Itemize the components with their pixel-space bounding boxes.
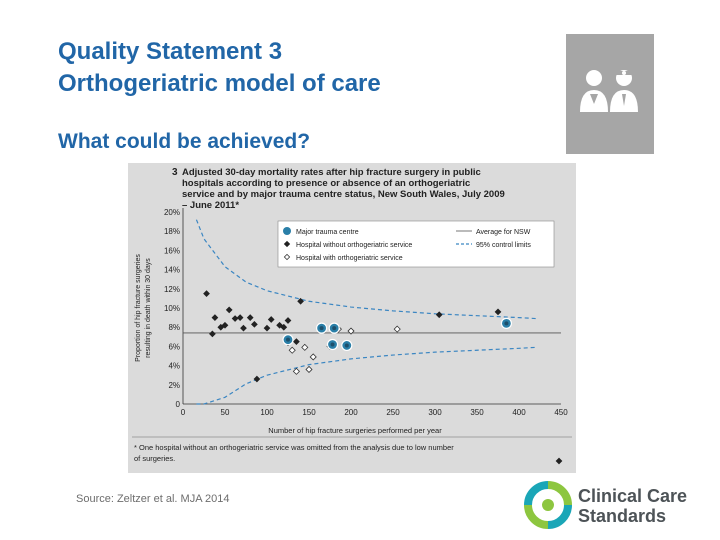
chart-title-line: service and by major trauma centre statu… bbox=[182, 189, 505, 200]
y-tick-label: 12% bbox=[164, 285, 180, 294]
y-tick-label: 10% bbox=[164, 304, 180, 313]
point-without-orthogeriatric bbox=[263, 324, 271, 332]
chart-legend: Major trauma centre Hospital without orth… bbox=[277, 220, 555, 268]
point-with-orthogeriatric bbox=[305, 365, 313, 374]
x-tick-label: 400 bbox=[512, 408, 526, 417]
source-citation: Source: Zeltzer et al. MJA 2014 bbox=[76, 493, 230, 505]
x-tick-label: 50 bbox=[221, 408, 230, 417]
point-without-orthogeriatric bbox=[253, 375, 261, 383]
x-axis-label: Number of hip fracture surgeries perform… bbox=[268, 426, 442, 435]
chart-title-line: Adjusted 30-day mortality rates after hi… bbox=[182, 167, 481, 178]
chart-title-line: hospitals according to presence or absen… bbox=[182, 178, 470, 189]
point-without-orthogeriatric bbox=[236, 314, 244, 321]
y-axis: 0 2% 4% 6% 8% 10% 12% 14% 16% 18% 20% bbox=[164, 208, 184, 409]
x-tick-label: 250 bbox=[386, 408, 400, 417]
y-tick-label: 8% bbox=[168, 323, 180, 332]
chart-title: Adjusted 30-day mortality rates after hi… bbox=[182, 167, 505, 211]
mortality-funnel-chart: 3 Adjusted 30-day mortality rates after … bbox=[132, 167, 572, 465]
y-axis-label: Proportion of hip fracture surgeries resu… bbox=[135, 254, 152, 362]
point-with-orthogeriatric bbox=[347, 327, 355, 335]
point-major-trauma-centre-core bbox=[504, 321, 509, 326]
point-without-orthogeriatric bbox=[221, 321, 229, 329]
footnote-line: * One hospital without an orthogeriatric… bbox=[134, 443, 454, 452]
y-tick-label: 0 bbox=[176, 400, 181, 409]
point-without-orthogeriatric bbox=[284, 317, 292, 324]
point-without-orthogeriatric bbox=[203, 290, 210, 297]
point-major-trauma-centre-core bbox=[344, 343, 349, 348]
slide-title: Quality Statement 3 Orthogeriatric model… bbox=[58, 36, 381, 100]
y-tick-label: 18% bbox=[164, 227, 180, 236]
point-without-orthogeriatric bbox=[246, 314, 254, 321]
chart-footnote: * One hospital without an orthogeriatric… bbox=[132, 436, 572, 465]
point-with-orthogeriatric bbox=[301, 343, 309, 351]
x-tick-label: 300 bbox=[428, 408, 442, 417]
chart-title-line: – June 2011* bbox=[182, 200, 239, 211]
point-major-trauma-centre-core bbox=[319, 326, 324, 331]
data-points bbox=[203, 290, 512, 383]
point-without-orthogeriatric bbox=[494, 308, 502, 316]
y-axis-label-line: Proportion of hip fracture surgeries bbox=[135, 254, 142, 362]
legend-trauma-marker bbox=[283, 227, 291, 235]
legend-average-label: Average for NSW bbox=[476, 229, 531, 236]
x-tick-label: 450 bbox=[554, 408, 568, 417]
chart-figure: 3 Adjusted 30-day mortality rates after … bbox=[128, 163, 576, 473]
point-without-orthogeriatric bbox=[267, 316, 275, 323]
point-without-orthogeriatric bbox=[293, 338, 300, 345]
x-axis: 0 50 100 150 200 250 300 350 400 450 bbox=[181, 403, 568, 417]
chart-number: 3 bbox=[172, 167, 178, 178]
lower-control-limit bbox=[196, 346, 536, 405]
y-tick-label: 2% bbox=[168, 381, 180, 390]
point-without-orthogeriatric bbox=[435, 311, 443, 319]
y-tick-label: 4% bbox=[168, 362, 180, 371]
x-tick-label: 0 bbox=[181, 408, 186, 417]
point-without-orthogeriatric bbox=[211, 314, 219, 321]
y-tick-label: 16% bbox=[164, 246, 180, 255]
point-without-orthogeriatric bbox=[240, 324, 247, 332]
footnote-line: of surgeries. bbox=[134, 454, 175, 463]
upper-control-limit bbox=[195, 219, 536, 320]
point-with-orthogeriatric bbox=[393, 325, 401, 333]
legend-box bbox=[277, 220, 555, 268]
x-tick-label: 150 bbox=[302, 408, 316, 417]
point-with-orthogeriatric bbox=[288, 346, 296, 354]
legend-with-label: Hospital with orthogeriatric service bbox=[296, 255, 403, 262]
point-without-orthogeriatric bbox=[231, 315, 239, 322]
y-tick-label: 6% bbox=[168, 342, 180, 351]
brand-line-2: Standards bbox=[578, 506, 667, 526]
point-with-orthogeriatric bbox=[309, 353, 317, 361]
x-tick-label: 350 bbox=[470, 408, 484, 417]
x-tick-label: 100 bbox=[260, 408, 274, 417]
brand-name: Clinical Care Standards bbox=[578, 486, 687, 526]
point-without-orthogeriatric bbox=[251, 320, 258, 328]
clinician-icon-tile bbox=[566, 34, 654, 154]
point-major-trauma-centre-core bbox=[286, 337, 290, 342]
title-line-2: Orthogeriatric model of care bbox=[58, 70, 381, 97]
legend-without-marker bbox=[283, 240, 291, 248]
title-line-1: Quality Statement 3 bbox=[58, 38, 283, 65]
point-without-orthogeriatric bbox=[225, 306, 233, 314]
y-axis-label-line: resulting in death within 30 days bbox=[145, 258, 152, 358]
plot-lines bbox=[183, 219, 561, 405]
legend-with-marker bbox=[283, 253, 291, 261]
point-major-trauma-centre-core bbox=[330, 342, 335, 347]
y-tick-label: 20% bbox=[164, 208, 180, 217]
point-without-orthogeriatric bbox=[297, 297, 304, 305]
clinical-care-standards-logo-icon bbox=[524, 481, 572, 529]
legend-without-label: Hospital without orthogeriatric service bbox=[296, 242, 412, 249]
point-without-orthogeriatric bbox=[280, 323, 288, 331]
x-tick-label: 200 bbox=[344, 408, 358, 417]
two-clinicians-icon bbox=[580, 70, 638, 112]
y-tick-label: 14% bbox=[164, 266, 180, 275]
brand-line-1: Clinical Care bbox=[578, 486, 688, 506]
legend-trauma-label: Major trauma centre bbox=[296, 229, 359, 236]
point-with-orthogeriatric bbox=[292, 367, 300, 375]
point-without-orthogeriatric bbox=[209, 330, 216, 338]
footnote-diamond-marker bbox=[555, 457, 563, 465]
slide-subtitle: What could be achieved? bbox=[58, 130, 311, 153]
point-major-trauma-centre-core bbox=[332, 326, 337, 331]
legend-limits-label: 95% control limits bbox=[476, 242, 531, 249]
brand-logo: Clinical Care Standards bbox=[522, 480, 712, 530]
